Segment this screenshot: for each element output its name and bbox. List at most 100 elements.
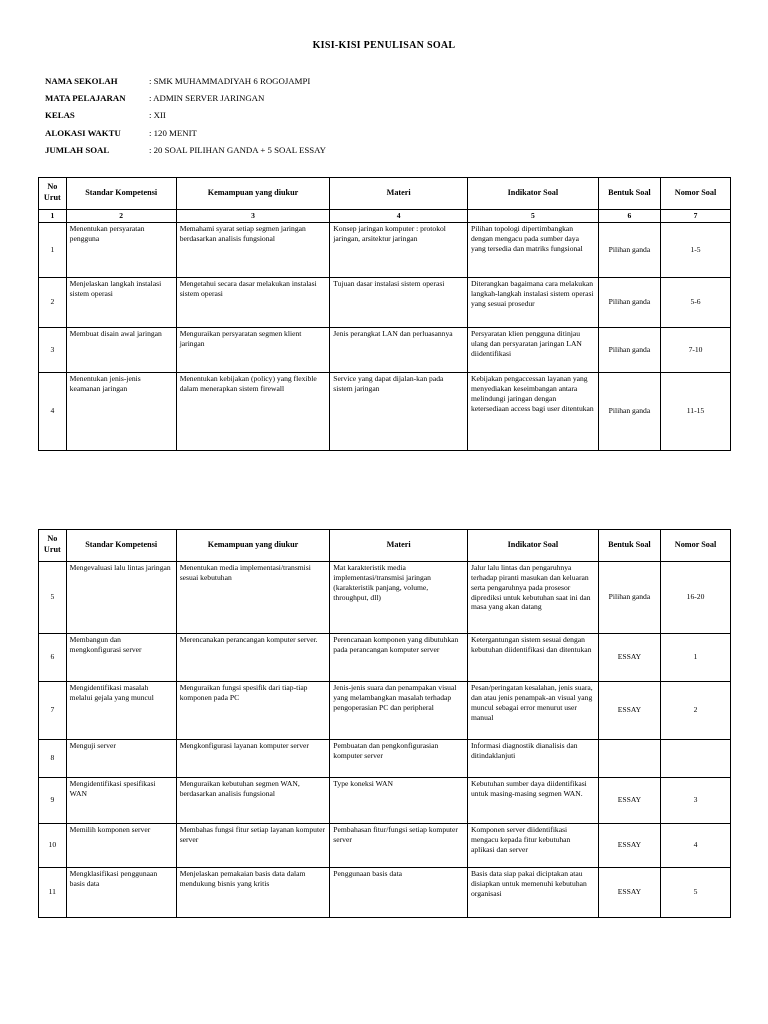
cell-indikator: Kebijakan pengaccessan layanan yang meny… [467,372,599,452]
cell-kompetensi: Menjelaskan langkah instalasi sistem ope… [65,277,177,329]
column-header: Bentuk Soal [597,177,662,211]
cell-kemampuan: Mengetahui secara dasar melakukan instal… [175,277,331,329]
cell-nomor: 5 [660,867,731,919]
column-header: Bentuk Soal [597,529,662,563]
cell-bentuk: ESSAY [597,823,662,869]
cell-no: 8 [38,739,67,779]
cell-nomor: 1 [660,633,731,683]
cell-bentuk: Pilihan ganda [597,561,662,635]
cell-no: 6 [38,633,67,683]
cell-no: 4 [38,372,67,452]
meta-row-nama-sekolah: NAMA SEKOLAH : SMK MUHAMMADIYAH 6 ROGOJA… [45,73,768,90]
column-number: 7 [660,209,731,224]
cell-materi: Pembahasan fitur/fungsi setiap komputer … [329,823,468,869]
meta-value: : ADMIN SERVER JARINGAN [149,93,265,104]
meta-value: : 120 MENIT [149,127,197,138]
header-row: No Urut Standar Kompetensi Kemampuan yang … [38,177,731,211]
table-row: 8 Menguji server Mengkonfigurasi layanan k… [38,739,731,779]
cell-nomor: 16-20 [660,561,731,635]
kisi-table-2: No Urut Standar Kompetensi Kemampuan yang … [38,529,731,919]
column-header: Materi [329,529,468,563]
cell-no: 11 [38,867,67,919]
meta-row-jumlah-soal: JUMLAH SOAL : 20 SOAL PILIHAN GANDA + 5 … [45,142,768,159]
column-header: Nomor Soal [660,529,731,563]
cell-indikator: Ketergantungan sistem sesuai dengan kebu… [467,633,599,683]
cell-nomor: 5-6 [660,277,731,329]
column-header: Standar Kompetensi [65,177,177,211]
column-number: 5 [467,209,599,224]
cell-materi: Mat karakteristik media implementasi/tra… [329,561,468,635]
column-header: Nomor Soal [660,177,731,211]
kisi-table: No Urut Standar Kompetensi Kemampuan yang … [38,177,731,452]
cell-materi: Jenis-jenis suara dan penampakan visual … [329,681,468,741]
column-number: 3 [175,209,331,224]
table-row: 3 Membuat disain awal jaringan Menguraikan… [38,327,731,374]
cell-materi: Jenis perangkat LAN dan perluasannya [329,327,468,374]
column-number: 4 [329,209,468,224]
cell-bentuk: Pilihan ganda [597,222,662,279]
cell-bentuk [597,739,662,779]
meta-label: ALOKASI WAKTU [45,127,121,138]
cell-kompetensi: Membuat disain awal jaringan [65,327,177,374]
cell-no: 1 [38,222,67,279]
cell-kemampuan: Menentukan kebijakan (policy) yang flexi… [175,372,331,452]
cell-indikator: Kebutuhan sumber daya diidentifikasi unt… [467,777,599,825]
cell-kompetensi: Mengevaluasi lalu lintas jaringan [65,561,177,635]
table-row: 9 Mengidentifikasi spesifikasi WAN Mengura… [38,777,731,825]
column-header: Standar Kompetensi [65,529,177,563]
meta-value: : SMK MUHAMMADIYAH 6 ROGOJAMPI [149,76,311,86]
cell-indikator: Diterangkan bagaimana cara melakukan lan… [467,277,599,329]
table-row: 11 Mengklasifikasi penggunaan basis data M… [38,867,731,919]
cell-no: 3 [38,327,67,374]
cell-indikator: Pilihan topologi dipertimbangkan dengan … [467,222,599,279]
cell-kemampuan: Menguraikan persyaratan segmen klient ja… [175,327,331,374]
column-header: Indikator Soal [467,177,599,211]
table-row: 2 Menjelaskan langkah instalasi sistem op… [38,277,731,329]
cell-kompetensi: Menentukan persyaratan pengguna [65,222,177,279]
cell-kompetensi: Menguji server [65,739,177,779]
cell-indikator: Pesan/peringatan kesalahan, jenis suara,… [467,681,599,741]
cell-no: 9 [38,777,67,825]
table-row: 7 Mengidentifikasi masalah melalui gejala… [38,681,731,741]
kisi-table-1: No Urut Standar Kompetensi Kemampuan yang … [38,177,731,452]
cell-nomor: 2 [660,681,731,741]
cell-no: 5 [38,561,67,635]
column-header: Kemampuan yang diukur [175,529,331,563]
table-row: 6 Membangun dan mengkonfigurasi server Mer… [38,633,731,683]
cell-kemampuan: Menjelaskan pemakaian basis data dalam m… [175,867,331,919]
cell-materi: Tujuan dasar instalasi sistem operasi [329,277,468,329]
table-row: 4 Menentukan jenis-jenis keamanan jaringa… [38,372,731,452]
meta-row-mata-pelajaran: MATA PELAJARAN : ADMIN SERVER JARINGAN [45,90,768,107]
meta-row-alokasi-waktu: ALOKASI WAKTU : 120 MENIT [45,125,768,142]
meta-label: MATA PELAJARAN [45,93,126,104]
cell-materi: Service yang dapat dijalan-kan pada sist… [329,372,468,452]
column-header: Materi [329,177,468,211]
cell-kompetensi: Mengklasifikasi penggunaan basis data [65,867,177,919]
cell-kemampuan: Merencanakan perancangan komputer server… [175,633,331,683]
cell-materi: Pembuatan dan pengkonfigurasian komputer… [329,739,468,779]
cell-materi: Konsep jaringan komputer : protokol jari… [329,222,468,279]
header-row: No Urut Standar Kompetensi Kemampuan yang … [38,529,731,563]
meta-value: : XII [149,110,166,121]
cell-indikator: Komponen server diidentifikasi mengacu k… [467,823,599,869]
cell-kemampuan: Menguraikan fungsi spesifik dari tiap-ti… [175,681,331,741]
cell-bentuk: ESSAY [597,633,662,683]
cell-bentuk: Pilihan ganda [597,277,662,329]
column-number: 6 [597,209,662,224]
cell-kompetensi: Memilih komponen server [65,823,177,869]
table-row: 5 Mengevaluasi lalu lintas jaringan Menent… [38,561,731,635]
meta-label: NAMA SEKOLAH [45,76,118,86]
cell-kompetensi: Membangun dan mengkonfigurasi server [65,633,177,683]
cell-nomor: 3 [660,777,731,825]
meta-label: JUMLAH SOAL [45,144,110,155]
cell-kemampuan: Menentukan media implementasi/transmisi … [175,561,331,635]
cell-kemampuan: Menguraikan kebutuhan segmen WAN, berdas… [175,777,331,825]
cell-kompetensi: Menentukan jenis-jenis keamanan jaringan [65,372,177,452]
page-title: KISI-KISI PENULISAN SOAL [312,40,456,51]
cell-kompetensi: Mengidentifikasi spesifikasi WAN [65,777,177,825]
cell-kemampuan: Mengkonfigurasi layanan komputer server [175,739,331,779]
cell-nomor [660,739,731,779]
column-header: Kemampuan yang diukur [175,177,331,211]
cell-bentuk: ESSAY [597,867,662,919]
